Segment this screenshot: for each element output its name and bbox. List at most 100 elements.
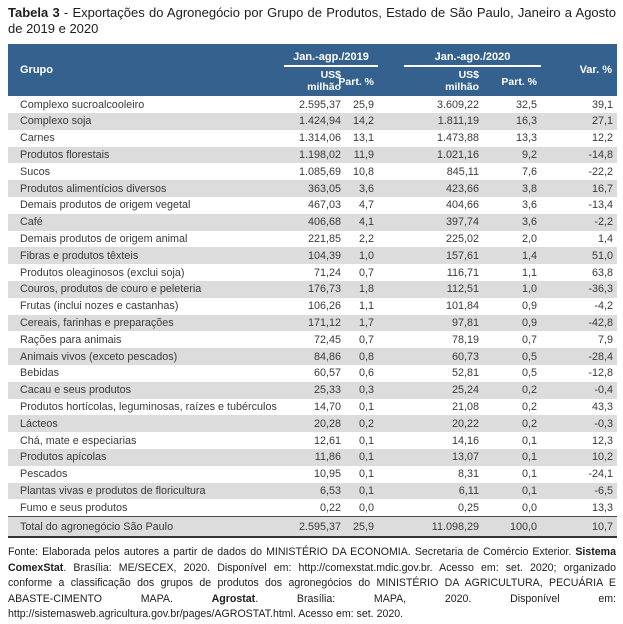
part-2020-cell: 0,9 [521,316,537,329]
column-header-usd-2020: US$ milhão [378,67,483,96]
usd-2019-cell: 106,26 [307,300,341,313]
usd-2019-cell: 71,24 [313,266,341,279]
table-row: Bebidas 60,57 0,6 52,81 0,5 -12,8 [8,365,617,382]
source-text-3: . Brasília: MAPA, 2020. Disponível em: h… [8,592,616,621]
table-row: Animais vivos (exceto pescados) 84,86 0,8 6… [8,348,617,365]
table-row: Produtos alimentícios diversos 363,05 3,6 4… [8,180,617,197]
column-header-usd-2019: US$ milhão [284,67,345,96]
usd-2020-cell: 52,81 [451,367,479,380]
group-cell: Frutas (inclui nozes e castanhas) [20,300,179,313]
part-2019-cell: 1,8 [358,283,374,296]
usd-2020-cell: 397,74 [445,216,479,229]
table-row: Produtos hortícolas, leguminosas, raízes… [8,399,617,416]
table-row: Lácteos 20,28 0,2 20,22 0,2 -0,3 [8,415,617,433]
group-cell: Produtos apícolas [20,451,107,464]
var-cell: -6,5 [594,484,613,497]
part-2019-cell: 0,1 [358,484,374,497]
var-cell: 13,3 [591,501,613,514]
group-cell: Produtos hortícolas, leguminosas, raízes… [20,400,277,413]
part-2019-cell: 0,1 [358,451,374,464]
usd-2019-cell: 1.085,69 [298,165,341,178]
group-cell: Fibras e produtos têxteis [20,249,139,262]
source-system-comexstat: Sistema ComexStat [8,546,616,574]
part-2019-cell: 0,1 [358,468,374,481]
table-title: Tabela 3 - Exportações do Agronegócio po… [8,5,616,36]
column-header-period-2020: Jan.-ago./2020 [404,44,541,68]
var-cell: -36,3 [588,283,613,296]
source-text-2: . Brasília: ME/SECEX, 2020. Disponível e… [8,561,616,605]
var-cell: -12,8 [588,367,613,380]
var-cell: 43,3 [591,400,613,413]
group-cell: Café [20,216,43,229]
part-2020-cell: 9,2 [521,148,537,161]
part-2020-cell: 3,6 [521,199,537,212]
usd-2019-cell: 84,86 [313,350,341,363]
usd-2020-cell: 1.811,19 [437,115,479,128]
total-row: Total do agronegócio São Paulo 2.595,37 … [8,516,617,539]
group-cell: Demais produtos de origem vegetal [20,199,191,212]
part-2019-cell: 0,1 [358,400,374,413]
group-cell: Couros, produtos de couro e peleteria [20,283,202,296]
group-cell: Bebidas [20,367,60,380]
part-2020-cell: 0,2 [521,417,537,430]
exports-table: Grupo Jan.-agp./2019 Jan.-ago./2020 Var.… [8,44,617,539]
part-2020-cell: 0,2 [521,384,537,397]
part-2019-cell: 11,9 [353,148,374,161]
part-2020-cell: 0,1 [521,468,537,481]
source-note: Fonte: Elaborada pelos autores a partir … [8,545,616,623]
part-2020-cell: 0,9 [521,300,537,313]
var-cell: 12,3 [591,434,613,447]
group-cell: Fumo e seus produtos [20,501,128,514]
table-row: Complexo soja 1.424,94 14,2 1.811,19 16,3 27,… [8,112,617,130]
table-row: Produtos florestais 1.198,02 11,9 1.021,16 9… [8,146,617,164]
usd-2019-cell: 1.198,02 [298,148,341,161]
var-cell: 1,4 [597,232,613,245]
usd-2019-cell: 11,86 [314,451,341,464]
usd-2019-cell: 25,33 [313,384,341,397]
group-cell: Rações para animais [20,333,122,346]
group-cell: Complexo sucroalcooleiro [20,98,145,111]
part-2019-cell: 25,9 [352,98,374,111]
usd-2020-cell: 97,81 [451,316,479,329]
usd-2019-cell: 221,85 [307,232,341,245]
table-row: Produtos oleaginosos (exclui soja) 71,24 0… [8,264,617,281]
usd-2019-cell: 363,05 [307,182,341,195]
column-header-part-2020: Part. % [501,75,537,88]
table-row: Pescados 10,95 0,1 8,31 0,1 -24,1 [8,466,617,483]
part-2020-cell: 32,5 [515,98,537,111]
usd-2020-cell: 225,02 [445,232,479,245]
column-header-period-2019: Jan.-agp./2019 [284,44,378,68]
part-2019-cell: 4,7 [358,199,374,212]
part-2020-cell: 0,5 [521,350,537,363]
part-2019-cell: 0,3 [358,384,374,397]
usd-2020-cell: 157,61 [445,249,479,262]
usd-2020-cell: 1.021,16 [436,148,479,161]
part-2020-cell: 0,1 [521,434,537,447]
var-cell: 12,2 [591,132,613,145]
part-2019-cell: 0,8 [358,350,374,363]
part-2020-cell: 1,1 [521,266,537,279]
part-2019-cell: 14,2 [352,115,374,128]
total-label: Total do agronegócio São Paulo [20,520,174,533]
part-2020-cell: 1,4 [521,249,537,262]
usd-2019-cell: 176,73 [307,283,341,296]
column-header-part-2019: Part. % [338,75,374,88]
var-cell: 51,0 [591,249,613,262]
var-cell: -42,8 [588,316,613,329]
table-row: Café 406,68 4,1 397,74 3,6 -2,2 [8,213,617,231]
table-row: Produtos apícolas 11,86 0,1 13,07 0,1 10,2 [8,448,617,466]
group-cell: Sucos [20,165,51,178]
part-2020-cell: 0,1 [521,451,537,464]
part-2020-cell: 0,5 [521,367,537,380]
part-2019-cell: 1,0 [358,249,374,262]
part-2019-cell: 3,6 [358,182,374,195]
source-agrostat: Agrostat [211,592,256,605]
table-body: Complexo sucroalcooleiro 2.595,37 25,9 3.60… [8,96,617,516]
usd-label-line1: US$ [458,68,479,81]
part-2020-cell: 0,7 [521,333,537,346]
usd-label-line2: milhão [307,80,341,93]
usd-label-line2: milhão [445,80,479,93]
part-2020-cell: 3,8 [521,182,537,195]
group-cell: Produtos florestais [20,148,110,161]
